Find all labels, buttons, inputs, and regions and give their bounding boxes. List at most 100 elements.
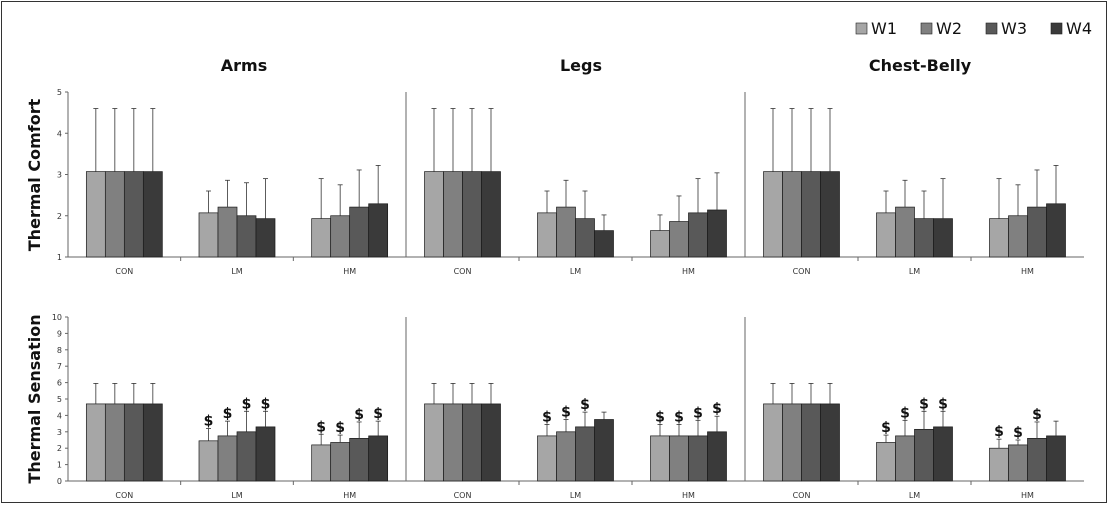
y-tick-label: 1 [57, 253, 62, 262]
legend-entry-w1: W1 [855, 19, 897, 38]
significance-marker: $ [204, 414, 214, 430]
bar-lm-w1 [876, 212, 896, 258]
bar-con-w1 [424, 171, 444, 258]
x-tick-label: HM [343, 491, 356, 500]
bar-con-w4 [142, 171, 163, 258]
x-tick-label: LM [570, 491, 581, 500]
bar-hm-w2 [1008, 215, 1028, 258]
bar-lm-w2 [556, 206, 576, 258]
legend: W1 W2 W3 W4 [855, 19, 1092, 38]
panel-arms: 1 2 3 4 5 CON LM HM [57, 88, 406, 276]
bar-hm-w3 [688, 435, 708, 482]
row-thermal-sensation: Thermal Sensation 0 1 2 3 4 5 6 7 8 9 10 CON LM $ $ $ $ HM… [25, 313, 1084, 500]
bar-lm-w1 [198, 212, 219, 258]
x-tick-label: HM [682, 267, 695, 276]
bar-con-w4 [481, 171, 501, 258]
bar-lm-w2 [895, 435, 915, 482]
y-tick-label: 10 [52, 313, 62, 322]
bar-con-w2 [782, 171, 802, 258]
bar-con-w3 [801, 403, 821, 482]
bar-hm-w1 [650, 435, 670, 482]
significance-marker: $ [373, 406, 383, 422]
y-tick-label: 8 [57, 346, 62, 355]
bar-con-w2 [443, 403, 463, 482]
bar-hm-w2 [330, 215, 351, 258]
bar-lm-w2 [895, 206, 915, 258]
panel-legs: CON LM HM [405, 92, 745, 276]
significance-marker: $ [542, 409, 552, 425]
significance-marker: $ [994, 424, 1004, 440]
significance-marker: $ [580, 397, 590, 413]
significance-marker: $ [938, 396, 948, 412]
x-tick-label: LM [909, 267, 920, 276]
significance-marker: $ [693, 405, 703, 421]
significance-marker: $ [655, 409, 665, 425]
y-axis-label: Thermal Comfort [25, 98, 44, 251]
significance-marker: $ [335, 420, 345, 436]
legend-swatch [855, 22, 868, 35]
x-tick-label: HM [1021, 267, 1034, 276]
x-tick-label: LM [231, 491, 242, 500]
x-tick-label: CON [793, 267, 811, 276]
bar-con-w1 [85, 403, 106, 482]
bar-hm-w2 [669, 435, 689, 482]
y-tick-label: 3 [57, 171, 62, 180]
bar-con-w4 [820, 403, 840, 482]
bar-lm-w3 [575, 426, 595, 482]
significance-marker: $ [900, 405, 910, 421]
x-tick-label: LM [231, 267, 242, 276]
bar-con-w1 [763, 403, 783, 482]
bar-hm-w2 [1008, 444, 1028, 482]
significance-marker: $ [242, 396, 252, 412]
x-tick-label: CON [454, 491, 472, 500]
bar-hm-w3 [1027, 206, 1047, 258]
legend-entry-w3: W3 [985, 19, 1027, 38]
bar-lm-w4 [594, 419, 614, 482]
bar-lm-w3 [914, 218, 934, 258]
y-tick-label: 0 [57, 477, 62, 486]
bar-con-w2 [782, 403, 802, 482]
bar-hm-w3 [349, 438, 370, 482]
bar-con-w1 [424, 403, 444, 482]
bar-con-w4 [142, 403, 163, 482]
panel-title: Legs [560, 56, 602, 75]
legend-label: W3 [1001, 19, 1027, 38]
bar-lm-w1 [198, 440, 219, 482]
bar-con-w2 [443, 171, 463, 258]
y-tick-label: 5 [57, 88, 62, 97]
panel-chest-belly: CON LM HM [744, 92, 1084, 276]
bar-lm-w4 [255, 426, 276, 482]
bar-hm-w3 [688, 212, 708, 258]
significance-marker: $ [561, 405, 571, 421]
x-tick-label: CON [454, 267, 472, 276]
y-tick-label: 6 [57, 379, 62, 388]
bar-lm-w3 [575, 218, 595, 258]
x-tick-label: LM [570, 267, 581, 276]
significance-marker: $ [674, 409, 684, 425]
legend-entry-w2: W2 [920, 19, 962, 38]
bar-hm-w4 [1046, 203, 1066, 258]
bar-lm-w2 [217, 435, 238, 482]
bar-con-w1 [85, 171, 106, 258]
x-tick-label: CON [793, 491, 811, 500]
bar-lm-w2 [217, 206, 238, 258]
significance-marker: $ [223, 406, 233, 422]
bar-con-w3 [123, 403, 144, 482]
bar-hm-w1 [311, 444, 332, 482]
bar-lm-w4 [933, 426, 953, 482]
bar-con-w2 [104, 403, 125, 482]
bar-lm-w1 [876, 442, 896, 482]
bar-hm-w3 [1027, 438, 1047, 482]
y-axis-label: Thermal Sensation [25, 314, 44, 483]
x-tick-label: CON [115, 491, 133, 500]
bar-lm-w4 [933, 218, 953, 258]
x-tick-label: HM [343, 267, 356, 276]
legend-swatch [920, 22, 933, 35]
bar-hm-w2 [669, 221, 689, 258]
row-thermal-comfort: Thermal Comfort 1 2 3 4 5 CON LM HM CON LM HM CON LM H… [25, 88, 1084, 276]
bar-con-w2 [104, 171, 125, 258]
y-tick-label: 4 [57, 411, 62, 420]
bar-hm-w1 [989, 218, 1009, 258]
